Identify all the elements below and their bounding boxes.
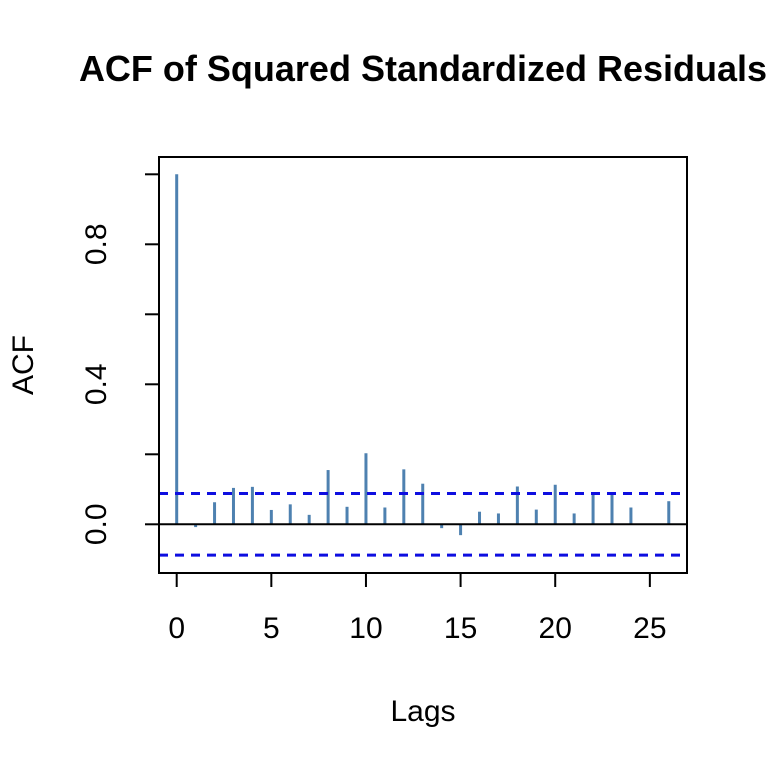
y-tick-label: 0.4 bbox=[80, 363, 113, 405]
y-tick-label: 0.8 bbox=[80, 223, 113, 265]
x-tick-label: 0 bbox=[168, 612, 185, 645]
x-tick-label: 10 bbox=[349, 612, 382, 645]
y-tick-label: 0.0 bbox=[80, 503, 113, 545]
x-tick-label: 15 bbox=[444, 612, 477, 645]
x-tick-label: 20 bbox=[539, 612, 572, 645]
chart-title: ACF of Squared Standardized Residuals bbox=[78, 48, 768, 89]
x-axis-label: Lags bbox=[390, 695, 456, 728]
x-tick-label: 25 bbox=[633, 612, 666, 645]
x-tick-label: 5 bbox=[263, 612, 280, 645]
plot-box bbox=[158, 156, 688, 574]
